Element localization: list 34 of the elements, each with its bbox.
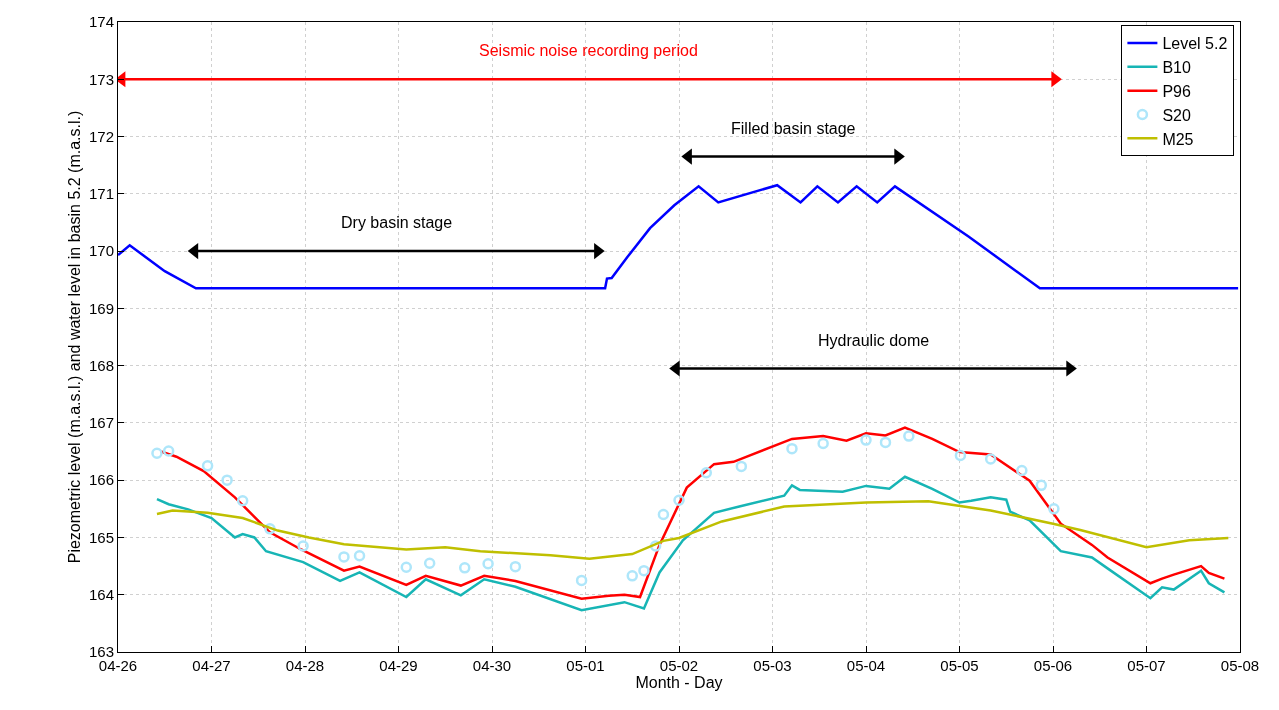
y-tick-label: 170 — [88, 242, 114, 260]
legend-label: B10 — [1162, 59, 1191, 77]
y-tick-label: 165 — [88, 528, 114, 546]
x-axis-title: Month - Day — [635, 674, 723, 691]
y-tick-label: 168 — [88, 356, 114, 374]
y-tick-label: 167 — [88, 414, 114, 432]
series-label: Filled basin stage — [731, 120, 856, 137]
x-tick-label: 05-08 — [1220, 657, 1260, 674]
legend-label: M25 — [1162, 130, 1194, 148]
y-tick-label: 174 — [88, 13, 114, 31]
series-label: Seismic noise recording period — [479, 42, 698, 59]
y-tick-label: 164 — [88, 585, 114, 603]
x-tick-label: 04-29 — [379, 657, 418, 674]
x-tick-label: 05-05 — [940, 657, 979, 674]
y-tick-label: 173 — [88, 70, 114, 88]
legend-label: P96 — [1162, 82, 1191, 100]
y-tick-label: 169 — [88, 299, 114, 317]
x-tick-label: 05-04 — [846, 657, 886, 674]
series-label: Hydraulic dome — [818, 332, 930, 349]
x-tick-label: 04-30 — [472, 657, 512, 674]
x-tick-label: 05-03 — [753, 657, 792, 674]
y-tick-label: 171 — [88, 185, 114, 203]
x-tick-label: 05-06 — [1033, 657, 1073, 674]
x-tick-label: 05-07 — [1127, 657, 1166, 674]
x-tick-label: 05-01 — [566, 657, 605, 674]
y-tick-label: 172 — [88, 127, 114, 145]
x-tick-label: 04-28 — [285, 657, 325, 674]
series-label: Dry basin stage — [341, 214, 453, 231]
x-tick-label: 04-27 — [192, 657, 231, 674]
y-axis-title: Piezometric level (m.a.s.l.) and water level in basin 5.2 (m.a.s.l.) — [65, 110, 83, 564]
legend-label: S20 — [1162, 106, 1191, 124]
x-tick-label: 05-02 — [659, 657, 699, 674]
y-tick-label: 166 — [88, 471, 114, 489]
legend-label: Level 5.2 — [1162, 35, 1228, 53]
